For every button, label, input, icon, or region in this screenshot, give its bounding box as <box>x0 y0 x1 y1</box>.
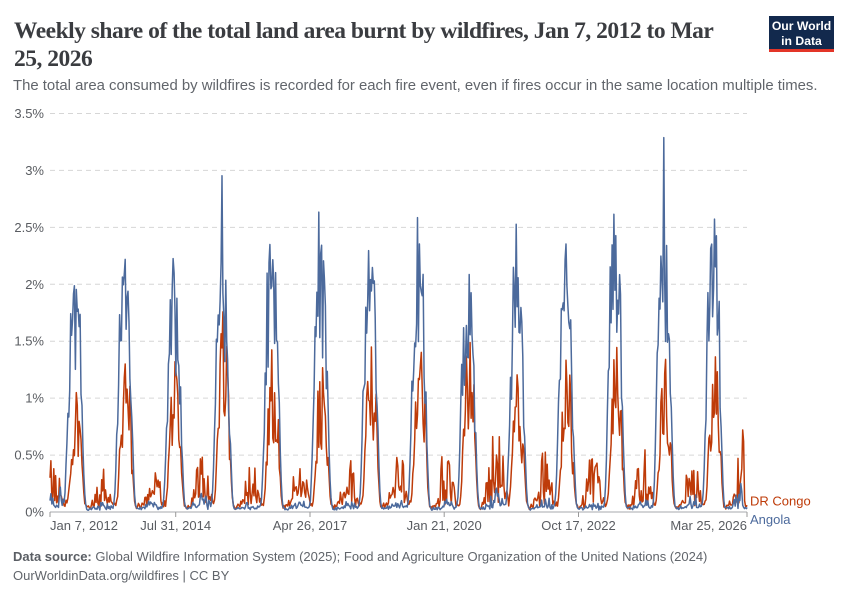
svg-text:2%: 2% <box>25 277 44 292</box>
svg-text:0%: 0% <box>25 505 44 520</box>
svg-text:Jan 7, 2012: Jan 7, 2012 <box>50 518 118 533</box>
svg-text:Oct 17, 2022: Oct 17, 2022 <box>541 518 615 533</box>
svg-text:DR Congo: DR Congo <box>750 494 811 509</box>
svg-text:Apr 26, 2017: Apr 26, 2017 <box>273 518 347 533</box>
svg-text:Jan 21, 2020: Jan 21, 2020 <box>407 518 482 533</box>
svg-text:1%: 1% <box>25 391 44 406</box>
svg-text:3%: 3% <box>25 163 44 178</box>
svg-text:2.5%: 2.5% <box>14 220 44 235</box>
svg-text:0.5%: 0.5% <box>14 448 44 463</box>
svg-text:Mar 25, 2026: Mar 25, 2026 <box>670 518 747 533</box>
svg-text:1.5%: 1.5% <box>14 334 44 349</box>
svg-text:3.5%: 3.5% <box>14 106 44 121</box>
svg-text:Jul 31, 2014: Jul 31, 2014 <box>140 518 211 533</box>
svg-text:Angola: Angola <box>750 512 791 527</box>
